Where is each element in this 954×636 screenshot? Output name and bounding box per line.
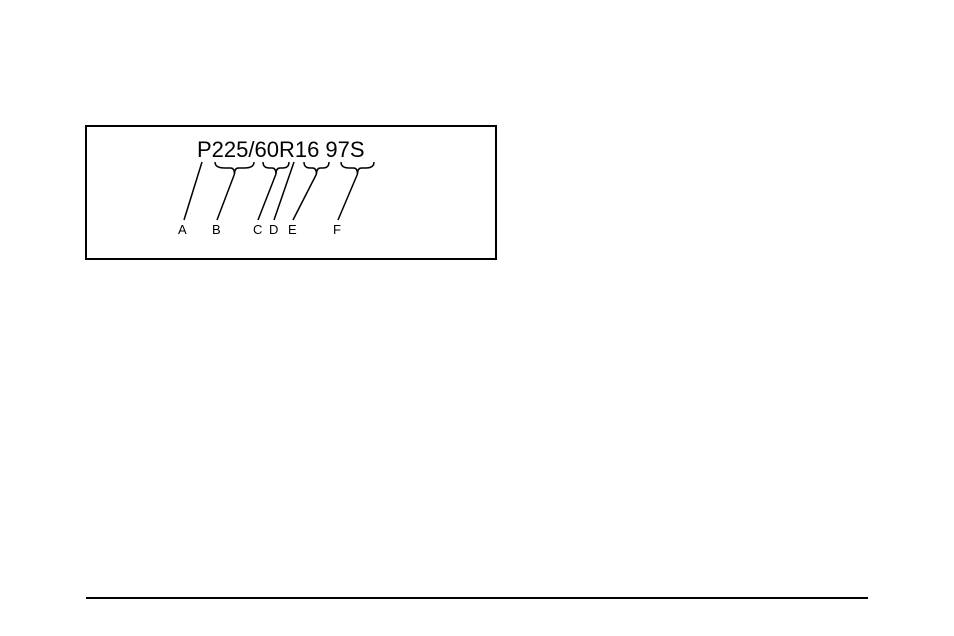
label-e: E [288, 222, 297, 237]
annotation-lines [0, 0, 954, 636]
label-b: B [212, 222, 221, 237]
label-f: F [333, 222, 341, 237]
page-footer-rule [86, 597, 868, 599]
tire-size-code: P225/60R16 97S [197, 137, 365, 163]
label-a: A [178, 222, 187, 237]
label-d: D [269, 222, 278, 237]
label-c: C [253, 222, 262, 237]
